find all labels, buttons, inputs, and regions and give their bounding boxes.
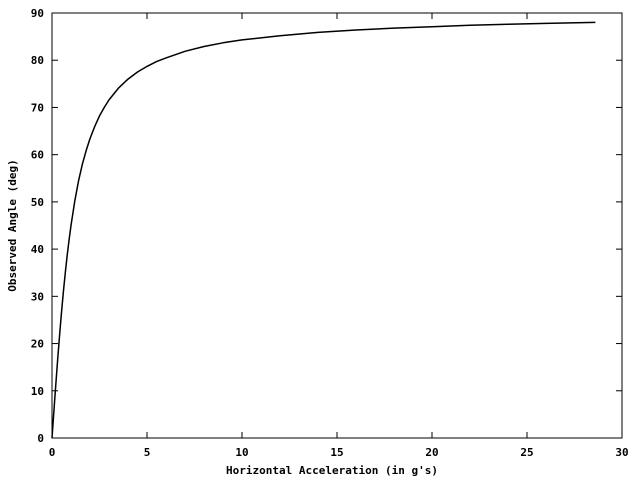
y-tick-label: 70 xyxy=(31,101,44,114)
x-tick-label: 20 xyxy=(425,446,438,459)
y-tick-label: 20 xyxy=(31,338,44,351)
y-tick-label: 50 xyxy=(31,196,44,209)
y-tick-label: 30 xyxy=(31,290,44,303)
y-tick-label: 80 xyxy=(31,54,44,67)
y-axis-ticks: 0 10 20 30 40 50 60 70 80 90 xyxy=(31,7,622,445)
plot-frame xyxy=(51,12,623,439)
x-axis-label: Horizontal Acceleration (in g's) xyxy=(226,464,438,477)
y-tick-label: 90 xyxy=(31,7,44,20)
x-tick-label: 30 xyxy=(615,446,628,459)
series-group xyxy=(51,21,596,439)
x-axis-ticks: 0 5 10 15 20 25 30 xyxy=(49,13,629,459)
series-line xyxy=(51,21,596,439)
y-tick-label: 10 xyxy=(31,385,44,398)
x-tick-label: 5 xyxy=(144,446,151,459)
y-tick-label: 60 xyxy=(31,149,44,162)
y-tick-label: 0 xyxy=(37,432,44,445)
x-tick-label: 15 xyxy=(330,446,343,459)
y-axis-label: Observed Angle (deg) xyxy=(6,159,19,291)
x-tick-label: 10 xyxy=(235,446,248,459)
x-tick-label: 25 xyxy=(520,446,533,459)
y-tick-label: 40 xyxy=(31,243,44,256)
x-tick-label: 0 xyxy=(49,446,56,459)
